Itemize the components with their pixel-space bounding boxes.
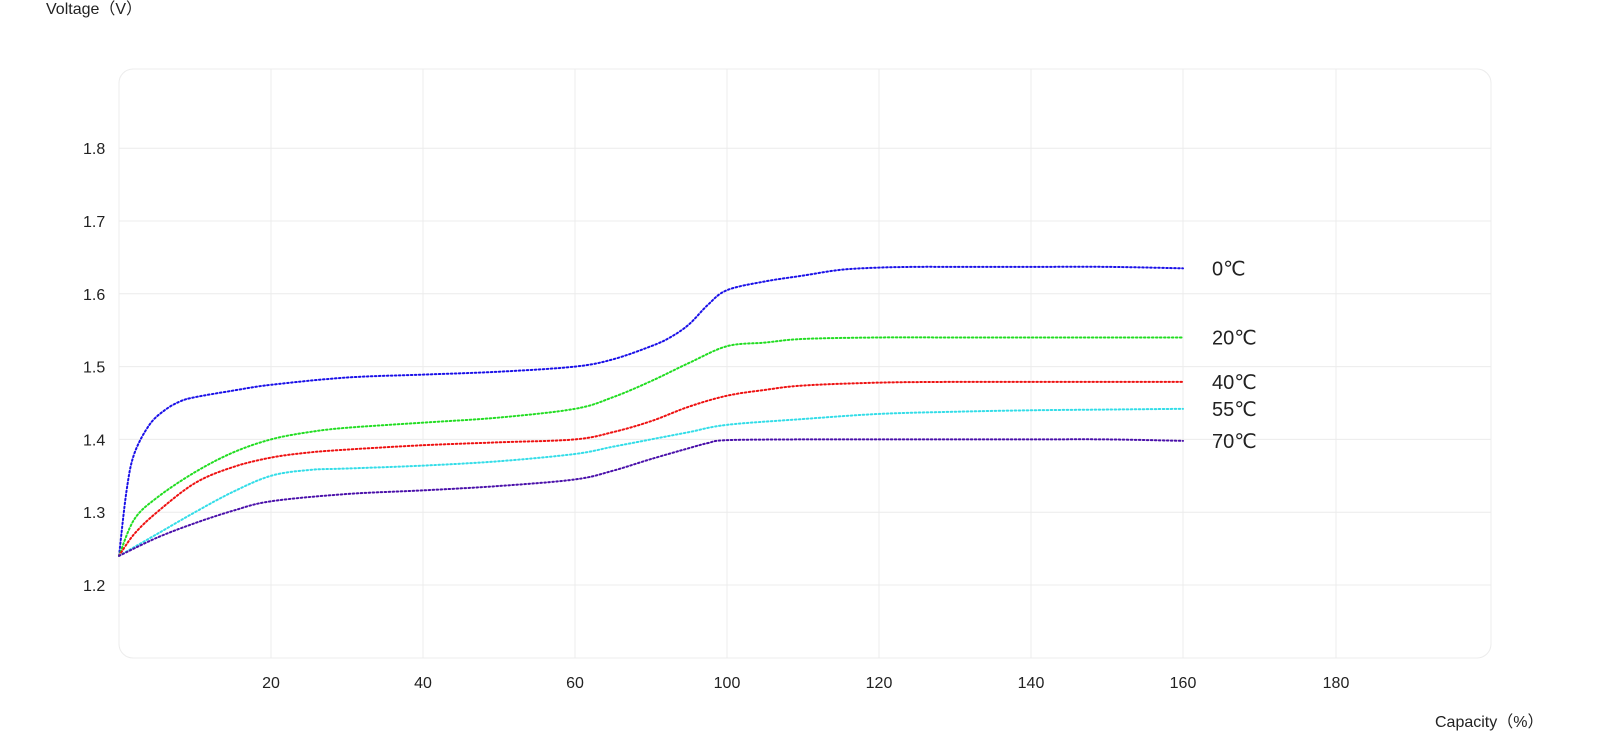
x-tick-label: 180 xyxy=(1323,675,1350,692)
series-lines xyxy=(118,265,1184,557)
series-label-3: 55℃ xyxy=(1212,399,1257,421)
y-tick-label: 1.8 xyxy=(83,141,105,158)
x-tick-labels: 20 40 60 100 120 140 160 180 xyxy=(262,675,1349,692)
grid-lines xyxy=(119,69,1491,658)
series-line-1 xyxy=(118,336,1184,557)
x-axis-title: Capacity（%） xyxy=(1435,713,1543,731)
x-tick-label: 120 xyxy=(866,675,893,692)
y-tick-label: 1.6 xyxy=(83,287,105,304)
series-line-0 xyxy=(118,265,1184,557)
series-labels: 0℃ 20℃ 40℃ 55℃ 70℃ xyxy=(1212,258,1257,453)
x-tick-label: 100 xyxy=(714,675,741,692)
x-tick-label: 20 xyxy=(262,675,280,692)
y-tick-label: 1.2 xyxy=(83,578,105,595)
x-tick-label: 140 xyxy=(1018,675,1045,692)
y-tick-label: 1.4 xyxy=(83,432,105,449)
series-label-4: 70℃ xyxy=(1212,431,1257,453)
series-label-2: 40℃ xyxy=(1212,372,1257,394)
plot-area xyxy=(118,68,1492,659)
y-tick-labels: 1.2 1.3 1.4 1.5 1.6 1.7 1.8 xyxy=(83,141,105,595)
y-tick-label: 1.7 xyxy=(83,214,105,231)
x-tick-label: 160 xyxy=(1170,675,1197,692)
series-label-1: 20℃ xyxy=(1212,327,1257,349)
series-label-0: 0℃ xyxy=(1212,258,1246,280)
series-line-4 xyxy=(118,438,1184,557)
x-tick-label: 60 xyxy=(566,675,584,692)
series-line-3 xyxy=(118,407,1184,557)
y-tick-label: 1.3 xyxy=(83,505,105,522)
y-tick-label: 1.5 xyxy=(83,360,105,377)
x-tick-label: 40 xyxy=(414,675,432,692)
series-line-2 xyxy=(118,380,1184,557)
y-axis-title: Voltage（V） xyxy=(46,0,142,18)
